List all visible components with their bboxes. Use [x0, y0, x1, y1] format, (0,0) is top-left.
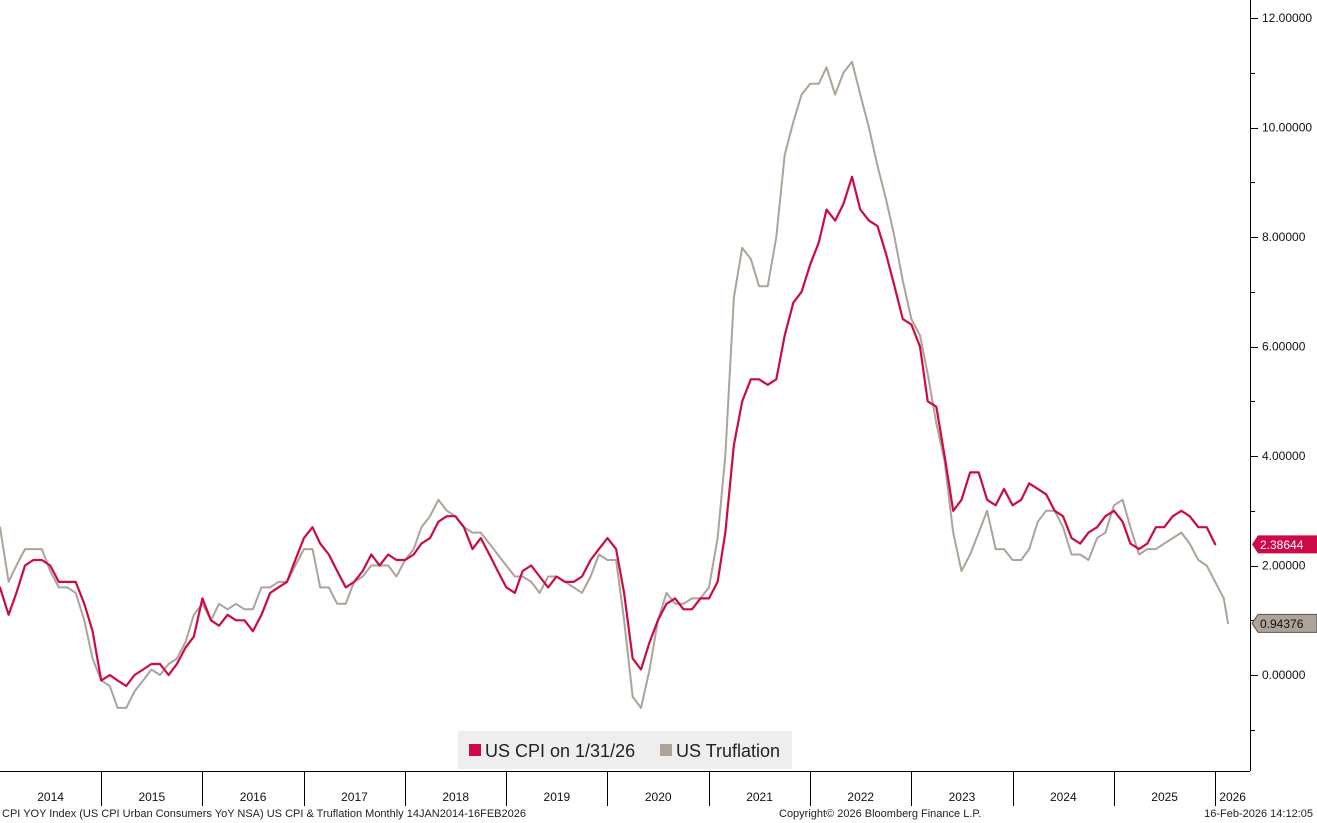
legend-label-cpi: US CPI on 1/31/26: [485, 741, 635, 761]
footer: CPI YOY Index (US CPI Urban Consumers Yo…: [0, 806, 1317, 823]
line-chart: 12.00000 10.00000 8.00000 6.00000 4.00000 2.0…: [0, 0, 1317, 806]
y-tick-label: 4.00000: [1262, 449, 1306, 463]
x-tick-label: 2023: [949, 790, 976, 804]
badge-label: 0.94376: [1260, 617, 1304, 631]
legend-swatch-cpi: [469, 744, 481, 756]
last-value-badge-truflation: 0.94376: [1251, 613, 1317, 633]
y-tick-label: 0.00000: [1262, 668, 1306, 682]
legend: US CPI on 1/31/26 US Truflation: [458, 731, 792, 769]
footer-source: CPI YOY Index (US CPI Urban Consumers Yo…: [2, 808, 526, 820]
x-tick-label: 2021: [746, 790, 773, 804]
x-tick-label: 2018: [442, 790, 469, 804]
plot-area: [0, 60, 1229, 709]
legend-swatch-truflation: [660, 744, 672, 756]
x-axis: 2014 2015 2016 2017 2018 2019 2020 2021 2022 2023…: [0, 771, 1250, 806]
x-tick-label: 2016: [240, 790, 267, 804]
footer-timestamp: 16-Feb-2026 14:12:05: [1204, 808, 1313, 820]
x-tick-label: 2020: [645, 790, 672, 804]
series-line-truflation: [0, 60, 1229, 709]
x-tick-label: 2014: [37, 790, 64, 804]
x-tick-label: 2025: [1151, 790, 1178, 804]
x-tick-label: 2015: [138, 790, 165, 804]
x-tick-label: 2022: [847, 790, 874, 804]
x-tick-label: 2019: [544, 790, 571, 804]
y-axis: 12.00000 10.00000 8.00000 6.00000 4.00000 2.0…: [1250, 0, 1312, 771]
x-tick-label: 2026: [1219, 790, 1246, 804]
last-value-badges: 2.38644 0.94376: [1251, 535, 1317, 633]
legend-background: [458, 731, 792, 769]
x-tick-label: 2024: [1050, 790, 1077, 804]
y-tick-label: 2.00000: [1262, 559, 1306, 573]
badge-shape: [1251, 613, 1317, 633]
legend-label-truflation: US Truflation: [676, 741, 780, 761]
y-tick-label: 12.00000: [1262, 11, 1312, 25]
badge-shape: [1252, 535, 1317, 554]
badge-label: 2.38644: [1260, 538, 1304, 552]
footer-copyright: Copyright© 2026 Bloomberg Finance L.P.: [779, 808, 982, 820]
last-value-badge-cpi: 2.38644: [1252, 535, 1317, 554]
series-line-cpi: [0, 175, 1217, 688]
y-tick-label: 6.00000: [1262, 340, 1306, 354]
series-lines: [0, 60, 1229, 709]
y-tick-label: 8.00000: [1262, 230, 1306, 244]
x-tick-label: 2017: [341, 790, 368, 804]
y-tick-label: 10.00000: [1262, 121, 1312, 135]
